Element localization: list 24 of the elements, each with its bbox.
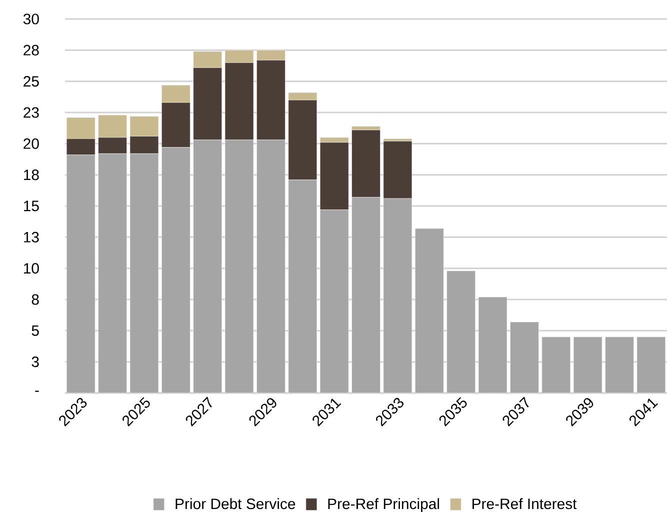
y-tick-label: 28 — [24, 44, 39, 56]
legend-label: Pre-Ref Interest — [472, 498, 577, 510]
bar — [636, 336, 666, 394]
y-tick-label: 20 — [24, 138, 39, 149]
bar — [478, 296, 508, 394]
bar — [605, 336, 634, 394]
bar — [542, 336, 571, 394]
bar — [510, 322, 539, 394]
y-tick-label: 3 — [32, 356, 39, 368]
y-tick-label: 5 — [32, 325, 39, 336]
y-tick-label: 8 — [32, 294, 39, 305]
y-tick-label: 25 — [24, 76, 39, 87]
y-tick-label: 13 — [24, 232, 39, 242]
y-tick-label: 30 — [23, 14, 39, 24]
bar — [446, 270, 476, 394]
legend-label: Pre-Ref Principal — [328, 498, 439, 512]
bar — [414, 228, 444, 394]
y-tick-label: - — [35, 390, 39, 392]
y-tick-label: 23 — [24, 107, 39, 118]
y-tick-label: 10 — [24, 263, 39, 274]
y-tick-label: 18 — [24, 170, 39, 180]
bar — [573, 336, 602, 394]
y-tick-label: 15 — [24, 200, 39, 212]
legend-label: Prior Debt Service — [176, 498, 296, 510]
